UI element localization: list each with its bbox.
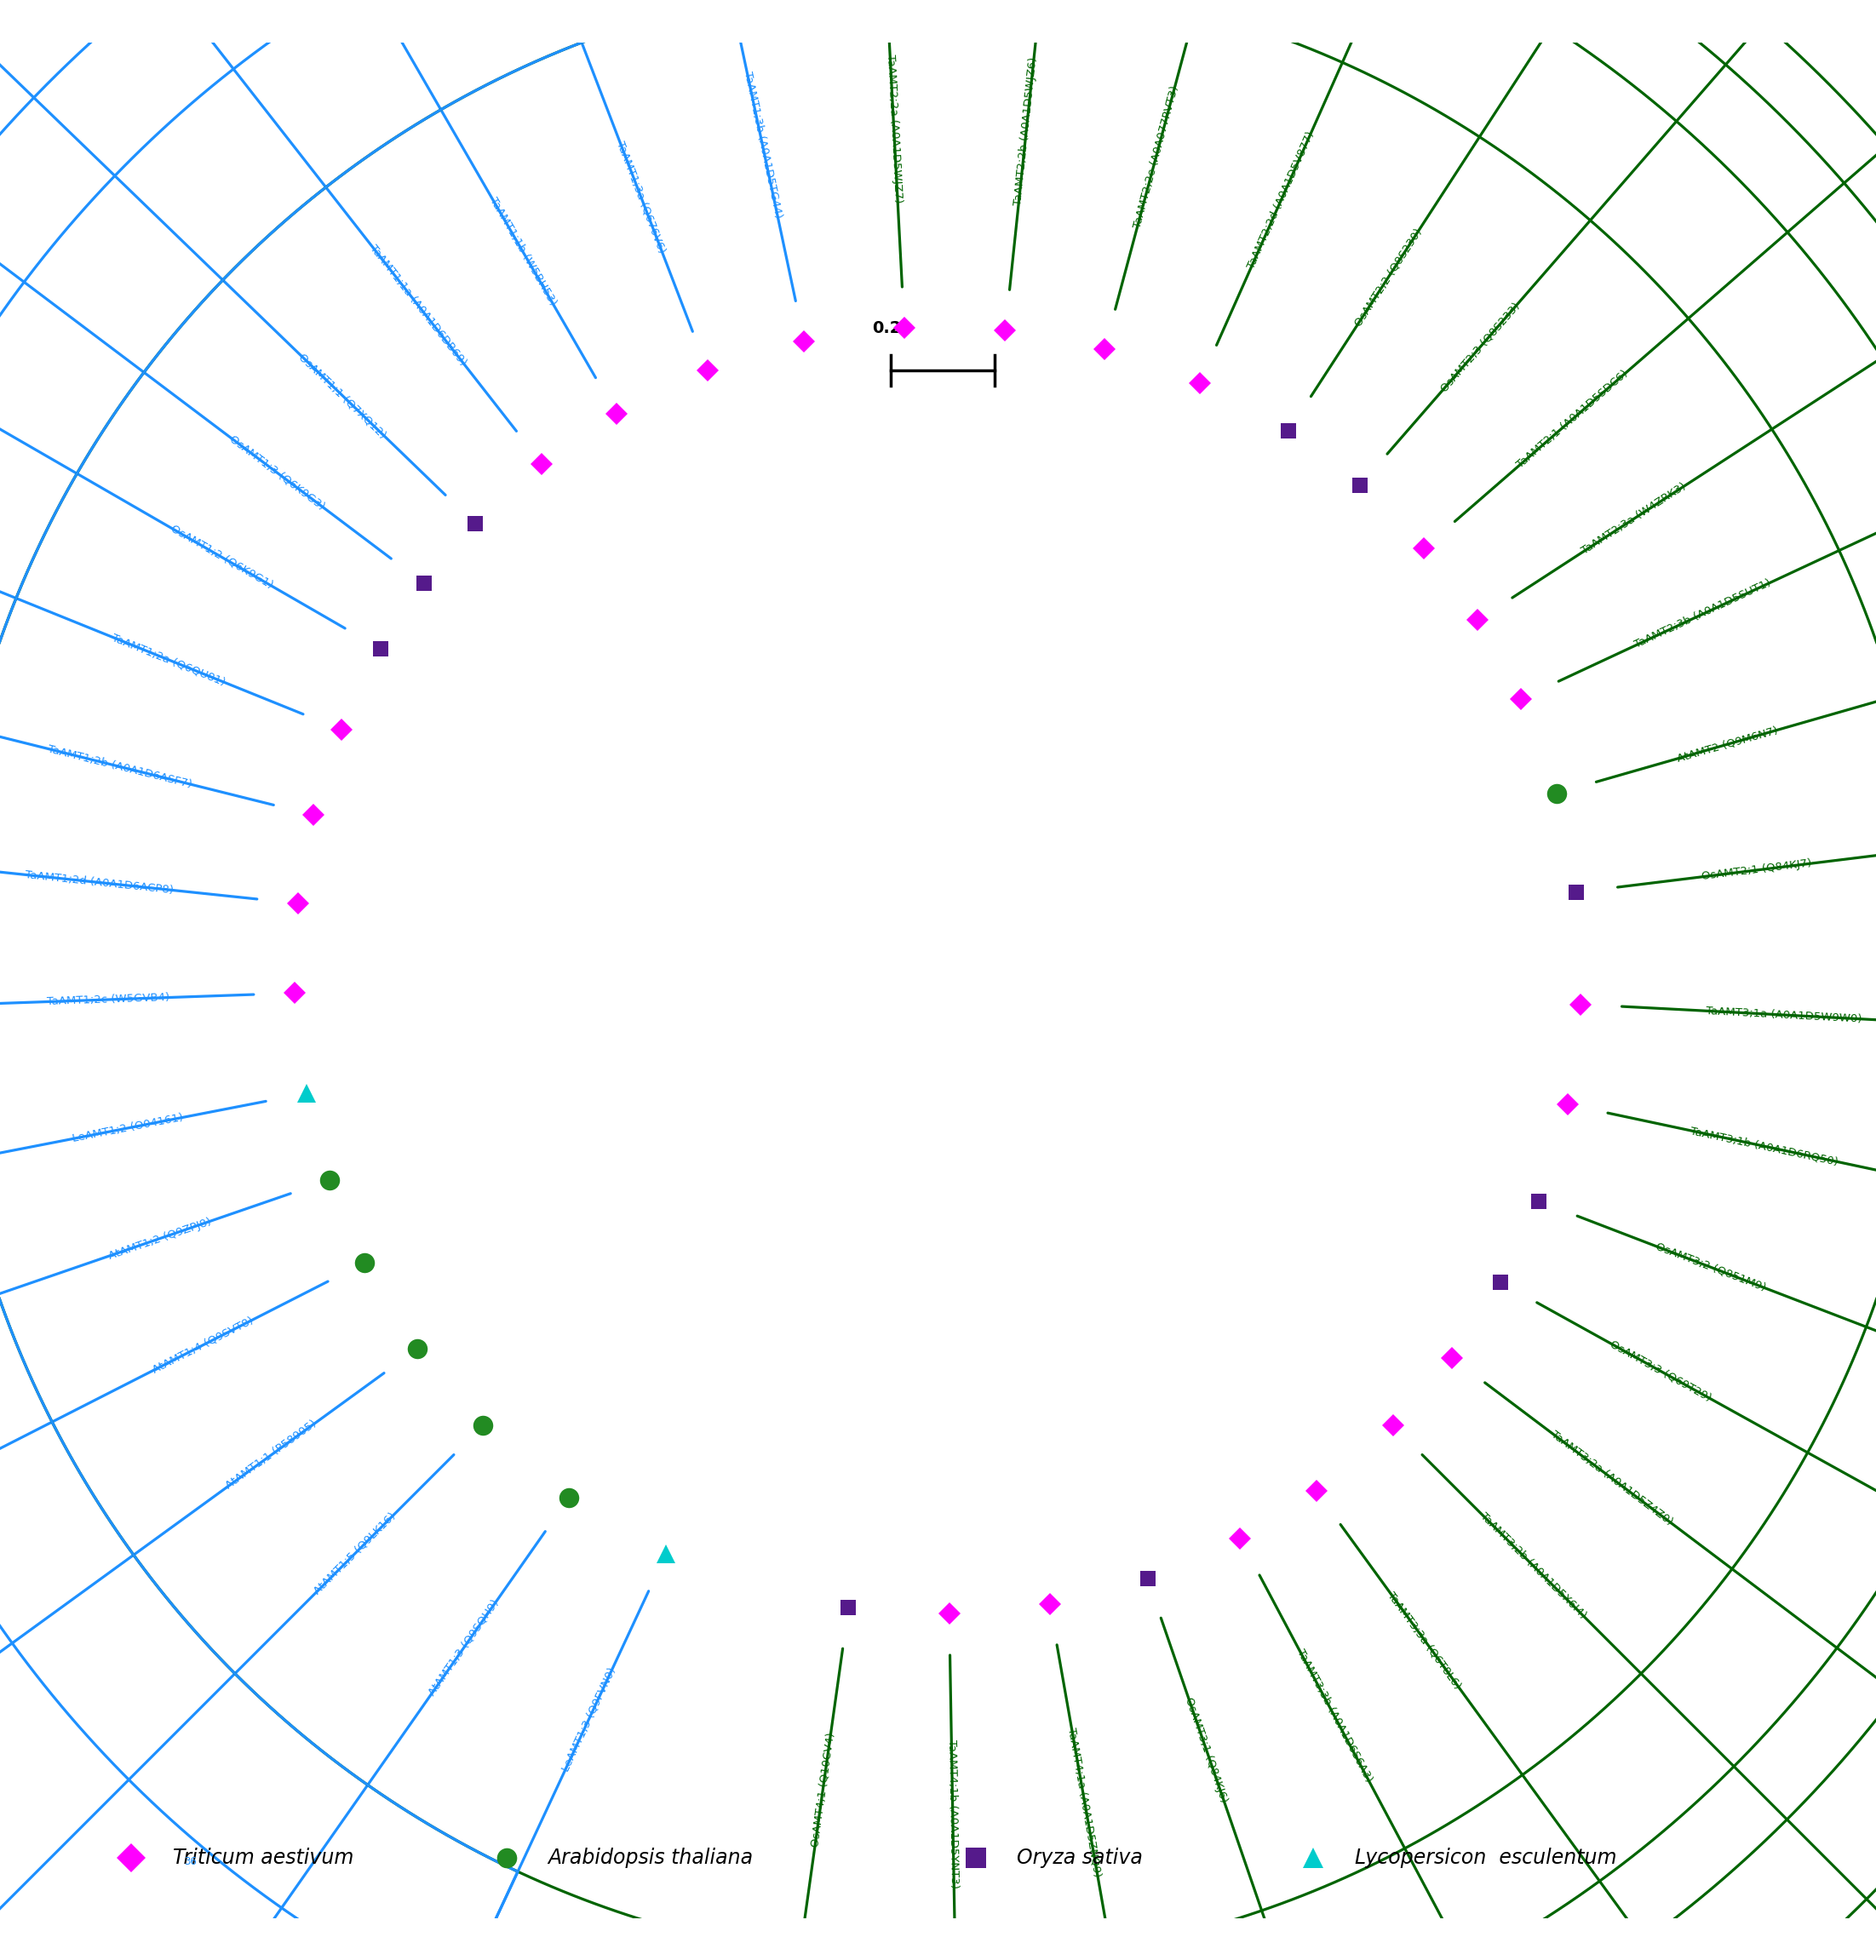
Text: TaAMT3;3a (Q6T8L6): TaAMT3;3a (Q6T8L6) bbox=[1386, 1590, 1463, 1691]
Text: LeAMT1;3 (Q9FVN0): LeAMT1;3 (Q9FVN0) bbox=[559, 1666, 617, 1774]
Text: LeAMT1;2 (O04161): LeAMT1;2 (O04161) bbox=[71, 1111, 184, 1145]
Text: TaAMT2;1 (A0A1D5SDC6): TaAMT2;1 (A0A1D5SDC6) bbox=[1514, 368, 1630, 470]
Text: AtAMT2 (Q9M6N7): AtAMT2 (Q9M6N7) bbox=[1675, 725, 1778, 764]
Text: TaAMT1;2b (A0A1D6ASF7): TaAMT1;2b (A0A1D6ASF7) bbox=[47, 743, 193, 790]
Text: TaAMT3;1a (A0A1D5W9W0): TaAMT3;1a (A0A1D5W9W0) bbox=[1705, 1005, 1863, 1025]
Text: TaAMT1;2a (Q6QU81): TaAMT1;2a (Q6QU81) bbox=[111, 631, 227, 688]
Text: OsAMT3;2 (Q851M9): OsAMT3;2 (Q851M9) bbox=[1655, 1241, 1767, 1294]
Text: TaAMT2;3b (A0A1D5SUT1): TaAMT2;3b (A0A1D5SUT1) bbox=[1632, 578, 1773, 651]
Text: OsAMT1;1 (Q7XQ12): OsAMT1;1 (Q7XQ12) bbox=[296, 351, 388, 441]
Text: 0.2: 0.2 bbox=[872, 319, 902, 337]
Text: OsAMT3;1 (Q84KJ6): OsAMT3;1 (Q84KJ6) bbox=[1184, 1695, 1229, 1805]
Text: TaAMT2;2e (A0A077RVT3): TaAMT2;2e (A0A077RVT3) bbox=[1131, 84, 1180, 229]
Text: TaAMT3;3b (A0A1D6S6A3): TaAMT3;3b (A0A1D6S6A3) bbox=[1294, 1646, 1373, 1784]
Text: Triticum aestivum: Triticum aestivum bbox=[173, 1848, 353, 1868]
Text: AtAMT1;1 (P58905): AtAMT1;1 (P58905) bbox=[223, 1419, 319, 1492]
Text: TaAMT1;2d (A0A1D6ACP8): TaAMT1;2d (A0A1D6ACP8) bbox=[24, 868, 174, 896]
Text: OsAMT2;3 (Q8S233): OsAMT2;3 (Q8S233) bbox=[1439, 300, 1521, 394]
Text: TaAMT1;1a (A0A1D6DB69): TaAMT1;1a (A0A1D6DB69) bbox=[368, 243, 469, 368]
Text: OsAMT2;1 (Q84KJ7): OsAMT2;1 (Q84KJ7) bbox=[1702, 858, 1812, 882]
Text: Lycopersicon  esculentum: Lycopersicon esculentum bbox=[1354, 1848, 1617, 1868]
Text: OsAMT1;2 (Q6K9G1): OsAMT1;2 (Q6K9G1) bbox=[169, 523, 274, 590]
Text: TaAMT1;3a (Q676V6): TaAMT1;3a (Q676V6) bbox=[615, 139, 668, 255]
Text: OsAMT3;3 (Q69T29): OsAMT3;3 (Q69T29) bbox=[1608, 1339, 1713, 1403]
Text: TaAMT3;1b (A0A1D6RQ50): TaAMT3;1b (A0A1D6RQ50) bbox=[1688, 1125, 1838, 1168]
Text: TaAMT1;1b (W5BH53): TaAMT1;1b (W5BH53) bbox=[488, 196, 559, 308]
Text: AtAMT1;5 (Q9LK16): AtAMT1;5 (Q9LK16) bbox=[311, 1511, 398, 1597]
Text: OsAMT1;3 (Q6K9G3): OsAMT1;3 (Q6K9G3) bbox=[227, 433, 326, 512]
Text: TaAMT2;2d (A0A1D5V877): TaAMT2;2d (A0A1D5V877) bbox=[1246, 129, 1317, 270]
Text: TaAMT1;3b (A0A1D5TG44): TaAMT1;3b (A0A1D5TG44) bbox=[741, 71, 784, 220]
Text: TaAMT4;1b (A0A1D5YNT3): TaAMT4;1b (A0A1D5YNT3) bbox=[946, 1739, 959, 1889]
Text: Oryza sativa: Oryza sativa bbox=[1017, 1848, 1142, 1868]
Text: OsAMT2;2 (Q8S230): OsAMT2;2 (Q8S230) bbox=[1353, 227, 1424, 329]
Text: 36: 36 bbox=[184, 1856, 197, 1868]
Text: AtAMT1;4 (Q9SVT8): AtAMT1;4 (Q9SVT8) bbox=[150, 1315, 255, 1376]
Text: AtAMT1;3 (Q9SQH9): AtAMT1;3 (Q9SQH9) bbox=[426, 1597, 501, 1697]
Text: AtAMT1;2 (Q9ZPJ8): AtAMT1;2 (Q9ZPJ8) bbox=[107, 1215, 212, 1262]
Text: TaAMT3;2b (A0A1D5X6I4): TaAMT3;2b (A0A1D5X6I4) bbox=[1478, 1511, 1589, 1621]
Text: TaAMT2;3a (W4ZRK3): TaAMT2;3a (W4ZRK3) bbox=[1580, 480, 1688, 557]
Text: TaAMT4;1a (A0A1D5ZNQ9): TaAMT4;1a (A0A1D5ZNQ9) bbox=[1066, 1727, 1103, 1878]
Text: OsAMT4;1 (Q10CV4): OsAMT4;1 (Q10CV4) bbox=[809, 1731, 837, 1848]
Text: Arabidopsis thaliana: Arabidopsis thaliana bbox=[548, 1848, 752, 1868]
Text: TaAMT2;2a (A0A1D5WJZ7): TaAMT2;2a (A0A1D5WJZ7) bbox=[884, 53, 902, 204]
Text: TaAMT1;2c (W5GVB4): TaAMT1;2c (W5GVB4) bbox=[47, 992, 169, 1007]
Text: TaAMT2;2b (A0A1D5WJZ6): TaAMT2;2b (A0A1D5WJZ6) bbox=[1013, 57, 1039, 206]
Text: TaAMT3;2a (A0A1D5Z4Z0): TaAMT3;2a (A0A1D5Z4Z0) bbox=[1550, 1429, 1675, 1527]
